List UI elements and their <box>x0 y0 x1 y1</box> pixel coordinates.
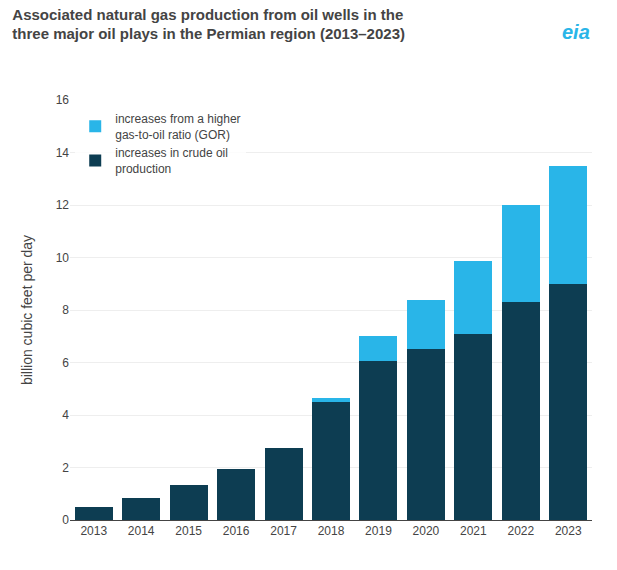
svg-text:4: 4 <box>62 408 69 422</box>
svg-text:2019: 2019 <box>365 524 392 538</box>
svg-text:2013: 2013 <box>80 524 107 538</box>
svg-text:16: 16 <box>56 93 70 107</box>
svg-text:2015: 2015 <box>175 524 202 538</box>
svg-text:2020: 2020 <box>413 524 440 538</box>
svg-text:Associated natural gas product: Associated natural gas production from o… <box>12 6 405 43</box>
svg-text:12: 12 <box>56 198 70 212</box>
svg-text:6: 6 <box>62 356 69 370</box>
svg-text:increases from a highergas-to-: increases from a highergas-to-oil ratio … <box>115 112 240 142</box>
svg-text:14: 14 <box>56 146 70 160</box>
svg-text:8: 8 <box>62 303 69 317</box>
svg-text:2014: 2014 <box>128 524 155 538</box>
svg-text:0: 0 <box>62 513 69 527</box>
svg-text:2016: 2016 <box>223 524 250 538</box>
svg-text:2018: 2018 <box>318 524 345 538</box>
svg-text:2: 2 <box>62 461 69 475</box>
svg-text:2023: 2023 <box>555 524 582 538</box>
svg-text:2017: 2017 <box>270 524 297 538</box>
svg-text:billion cubic feet per day: billion cubic feet per day <box>19 235 35 385</box>
svg-text:10: 10 <box>56 251 70 265</box>
svg-text:eia: eia <box>562 21 590 43</box>
svg-text:increases in crude oilproducti: increases in crude oilproduction <box>115 146 228 176</box>
svg-text:2022: 2022 <box>507 524 534 538</box>
svg-text:2021: 2021 <box>460 524 487 538</box>
